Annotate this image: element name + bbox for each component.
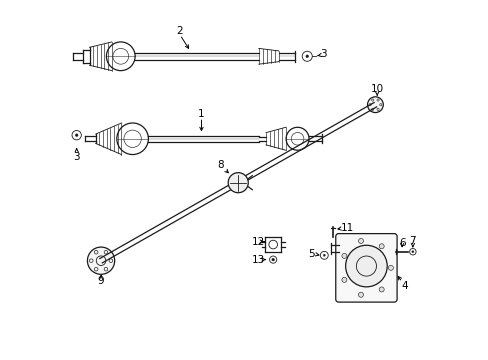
Text: 1: 1	[198, 109, 204, 119]
Circle shape	[358, 292, 363, 297]
Circle shape	[305, 55, 308, 58]
Circle shape	[345, 245, 386, 287]
Text: 8: 8	[217, 160, 223, 170]
Circle shape	[378, 287, 384, 292]
Text: 11: 11	[340, 223, 353, 233]
Circle shape	[341, 253, 346, 258]
Text: 6: 6	[398, 238, 405, 248]
Text: 2: 2	[176, 26, 183, 36]
Circle shape	[358, 238, 363, 243]
Text: 12: 12	[251, 237, 264, 247]
Circle shape	[341, 277, 346, 282]
Circle shape	[367, 97, 383, 113]
Text: 5: 5	[308, 249, 314, 259]
Circle shape	[271, 258, 274, 261]
Text: 10: 10	[370, 84, 383, 94]
Circle shape	[411, 251, 413, 253]
Circle shape	[387, 265, 392, 270]
Text: 7: 7	[409, 236, 415, 246]
Circle shape	[228, 173, 248, 193]
Text: 13: 13	[251, 255, 264, 265]
Circle shape	[323, 254, 325, 256]
Text: 3: 3	[320, 49, 326, 59]
FancyBboxPatch shape	[335, 234, 396, 302]
Circle shape	[87, 247, 115, 274]
Text: 3: 3	[73, 152, 80, 162]
Text: 9: 9	[98, 276, 104, 287]
Text: 4: 4	[401, 281, 407, 291]
Circle shape	[75, 134, 78, 136]
Circle shape	[378, 244, 384, 249]
